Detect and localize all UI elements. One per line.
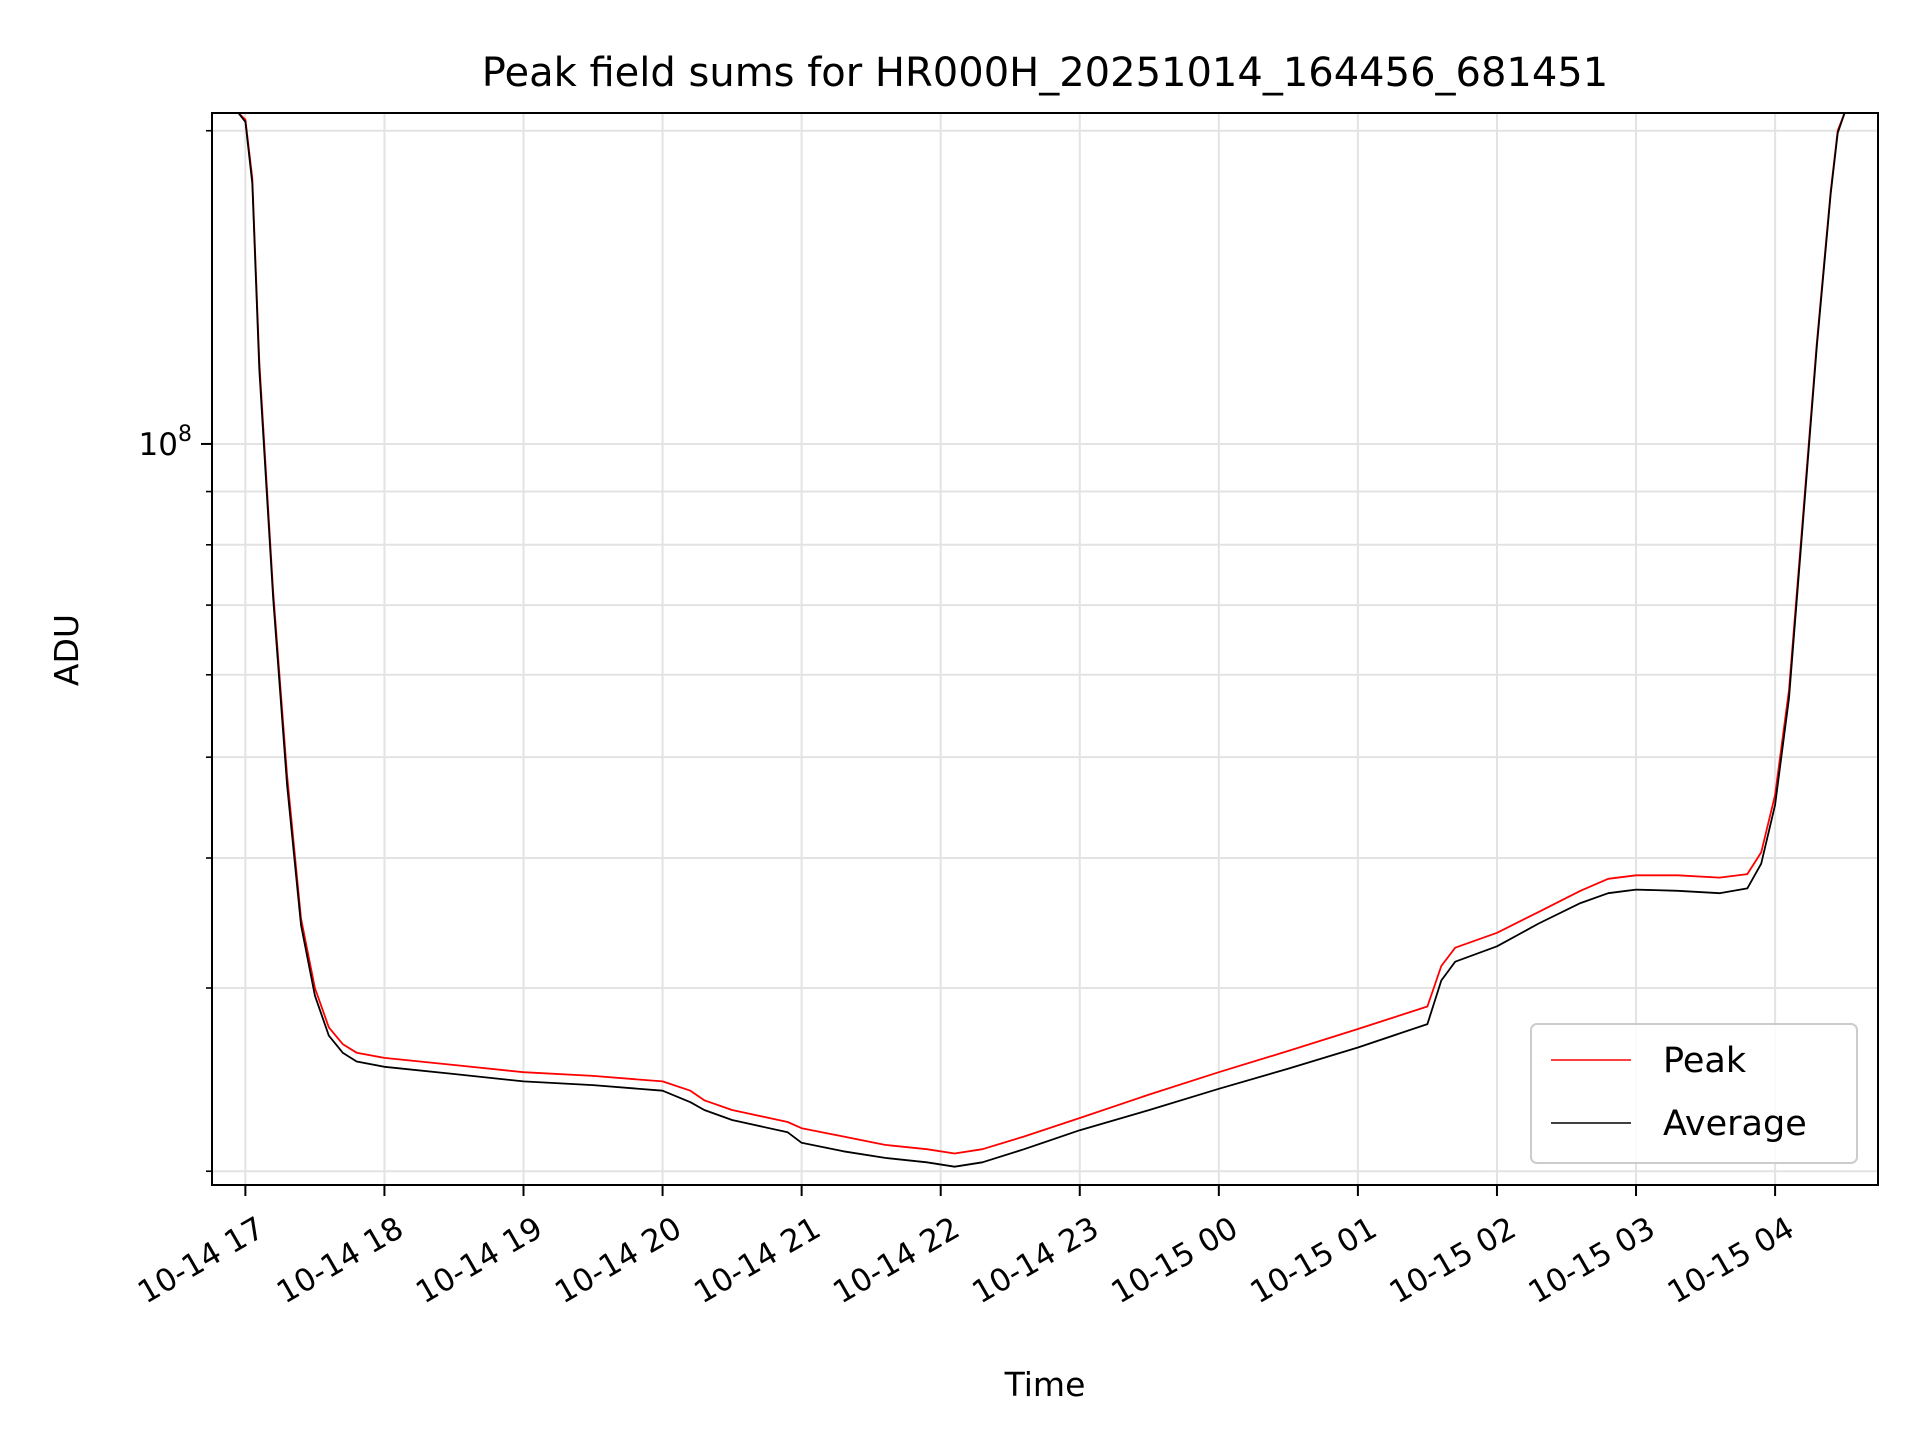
legend: Peak Average [1530, 1023, 1858, 1164]
legend-box [1530, 1023, 1858, 1164]
plot-area-background [212, 113, 1878, 1185]
chart-title: Peak field sums for HR000H_20251014_1644… [482, 50, 1608, 96]
y-tick-label: 108 [139, 422, 192, 463]
legend-label-average: Average [1663, 1104, 1807, 1144]
x-axis-label: Time [1004, 1365, 1086, 1404]
y-axis-label: ADU [47, 614, 86, 686]
plot-frame [211, 112, 1879, 1186]
series-clip-group [212, 113, 1846, 1168]
series-line-average [212, 113, 1846, 1168]
grid [212, 113, 1878, 1185]
series [212, 113, 1846, 1168]
series-line-peak [212, 113, 1846, 1155]
legend-label-peak: Peak [1663, 1041, 1747, 1081]
